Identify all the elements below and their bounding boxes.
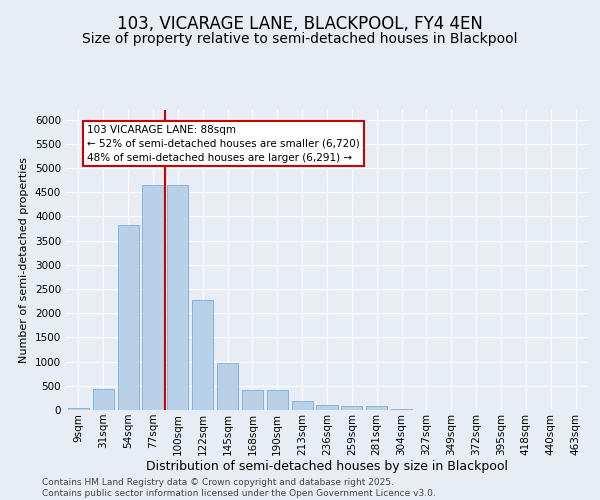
Bar: [267, 390, 288, 410]
Bar: [391, 409, 412, 410]
Bar: [192, 300, 213, 410]
X-axis label: Distribution of semi-detached houses by size in Blackpool: Distribution of semi-detached houses by …: [146, 460, 508, 473]
Bar: [118, 225, 139, 410]
Bar: [142, 185, 164, 410]
Bar: [366, 406, 387, 410]
Bar: [316, 406, 338, 410]
Bar: [341, 406, 362, 410]
Bar: [292, 400, 313, 410]
Text: Size of property relative to semi-detached houses in Blackpool: Size of property relative to semi-detach…: [82, 32, 518, 46]
Bar: [68, 408, 89, 410]
Bar: [93, 389, 114, 410]
Bar: [167, 185, 188, 410]
Text: 103, VICARAGE LANE, BLACKPOOL, FY4 4EN: 103, VICARAGE LANE, BLACKPOOL, FY4 4EN: [117, 15, 483, 33]
Bar: [242, 390, 263, 410]
Text: Contains HM Land Registry data © Crown copyright and database right 2025.
Contai: Contains HM Land Registry data © Crown c…: [42, 478, 436, 498]
Bar: [217, 362, 238, 410]
Text: 103 VICARAGE LANE: 88sqm
← 52% of semi-detached houses are smaller (6,720)
48% o: 103 VICARAGE LANE: 88sqm ← 52% of semi-d…: [87, 124, 360, 162]
Y-axis label: Number of semi-detached properties: Number of semi-detached properties: [19, 157, 29, 363]
